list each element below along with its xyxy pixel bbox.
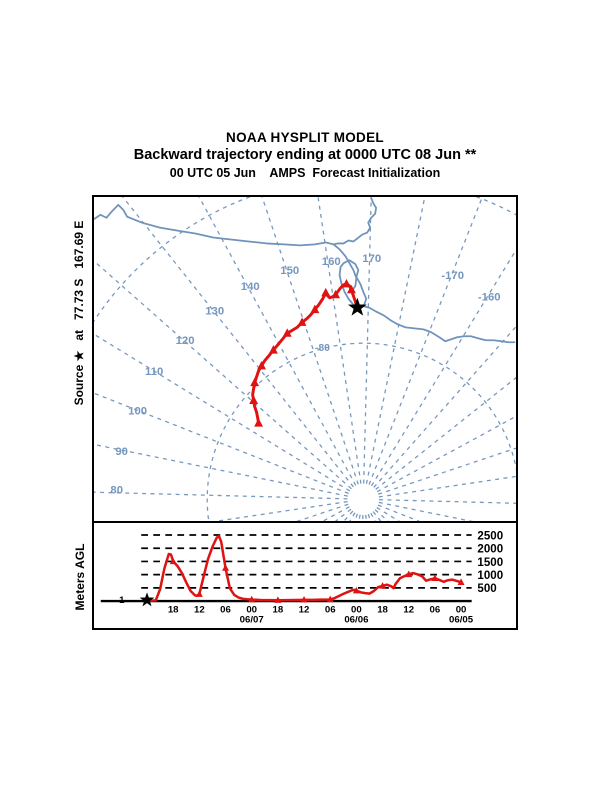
longitude-label: 80: [110, 484, 123, 496]
time-tick-label: 00: [246, 605, 257, 616]
source-star: [347, 297, 367, 316]
date-label: 06/06: [344, 615, 368, 626]
height-6h-marker: [195, 590, 203, 597]
meridian-line: [213, 500, 348, 521]
trajectory-6h-marker: [321, 287, 331, 297]
title-block: NOAA HYSPLIT MODEL Backward trajectory e…: [92, 130, 518, 180]
meridian-line: [94, 260, 352, 490]
trajectory-6h-marker: [268, 345, 278, 354]
latitude-circle: [206, 342, 516, 521]
meridian-line: [375, 376, 516, 490]
longitude-label: -160: [478, 292, 501, 304]
meridian-line: [378, 447, 516, 495]
map-panel: 80 90 100 110 120 130 140 150 160 170 -170 -160 -80: [92, 195, 518, 523]
latitude-label: -80: [315, 343, 330, 354]
height-tick-label: 1500: [477, 557, 503, 569]
meridian-line: [373, 325, 516, 488]
time-tick-label: 00: [351, 605, 362, 616]
model-title: NOAA HYSPLIT MODEL: [226, 130, 384, 145]
time-tick-label: 06: [220, 605, 231, 616]
meridian-line: [370, 248, 516, 487]
height-6h-marker: [352, 586, 360, 594]
height-6h-marker: [379, 582, 387, 589]
height-tick-label: 1000: [477, 570, 503, 582]
source-axis-label: Source ★ at 77.73 S 167.69 E: [72, 220, 86, 406]
trajectory-6h-marker: [342, 278, 351, 288]
trajectory-6h-marker: [310, 304, 320, 314]
date-label: 06/07: [240, 615, 264, 626]
trajectory-6h-marker: [331, 289, 341, 299]
meridian-line: [94, 333, 351, 492]
longitude-label: 100: [128, 405, 147, 417]
meridian-line: [363, 197, 372, 484]
height-6h-marker: [326, 595, 334, 603]
time-tick-label: 18: [377, 605, 388, 616]
meridian-line: [94, 491, 348, 500]
axis-start-tick: 1: [119, 595, 125, 606]
trajectory-path: [251, 282, 359, 425]
trajectory-6h-marker: [254, 418, 264, 427]
height-6h-marker: [222, 564, 229, 571]
meridian-line: [365, 197, 426, 484]
meridian-line: [378, 501, 474, 521]
time-tick-label: 12: [403, 605, 414, 616]
meridian-line: [198, 197, 357, 486]
date-label: 06/05: [449, 615, 474, 626]
height-6h-marker: [248, 595, 256, 603]
height-6h-marker: [431, 574, 439, 582]
longitude-label: 90: [115, 446, 128, 458]
height-6h-marker: [457, 578, 465, 585]
longitude-label: 140: [241, 281, 260, 293]
time-tick-label: 00: [456, 605, 467, 616]
height-6h-marker: [274, 596, 282, 603]
time-tick-label: 18: [273, 605, 284, 616]
trajectory-6h-marker: [257, 360, 266, 370]
meridian-line: [261, 197, 359, 485]
height-tick-label: 2000: [477, 544, 503, 556]
meridian-line: [94, 392, 349, 495]
time-tick-label: 12: [194, 605, 205, 616]
meridian-line: [379, 499, 516, 504]
height-6h-marker: [169, 557, 177, 565]
trajectory-6h-marker: [249, 395, 259, 404]
height-tick-label: 2500: [477, 530, 503, 542]
longitude-label: -170: [441, 270, 464, 282]
meridian-line: [378, 475, 516, 498]
meters-agl-axis-label: Meters AGL: [73, 543, 87, 611]
trajectory-6h-marker: [297, 317, 307, 326]
time-tick-label: 06: [325, 605, 336, 616]
height-6h-marker: [300, 595, 308, 603]
coastline: [94, 204, 358, 293]
time-tick-label: 12: [299, 605, 310, 616]
longitude-label: 110: [145, 366, 163, 378]
trajectory-6h-marker: [282, 328, 292, 337]
time-tick-label: 06: [430, 605, 441, 616]
longitude-label: 170: [362, 253, 381, 265]
longitude-label: 130: [205, 306, 224, 318]
height-6h-marker: [405, 570, 413, 578]
profile-source-star: [139, 592, 155, 607]
time-tick-label: 18: [168, 605, 179, 616]
longitude-label: 160: [322, 256, 341, 268]
meridian-line: [122, 197, 354, 488]
meridian-line: [94, 443, 348, 497]
meridian-line: [368, 197, 484, 485]
trajectory-title: Backward trajectory ending at 0000 UTC 0…: [133, 147, 477, 163]
height-tick-label: 500: [477, 583, 496, 595]
coastline: [332, 197, 378, 246]
init-subtitle: 00 UTC 05 Jun AMPS Forecast Initializati…: [169, 166, 441, 180]
trajectory-6h-marker: [346, 284, 356, 294]
coastline: [360, 304, 516, 344]
meridian-line: [317, 197, 362, 484]
longitude-label: 150: [280, 265, 299, 277]
longitude-label: 120: [176, 335, 195, 347]
meridian-line: [376, 415, 516, 493]
height-curve: [145, 534, 463, 602]
trajectory-6h-marker: [250, 377, 260, 387]
